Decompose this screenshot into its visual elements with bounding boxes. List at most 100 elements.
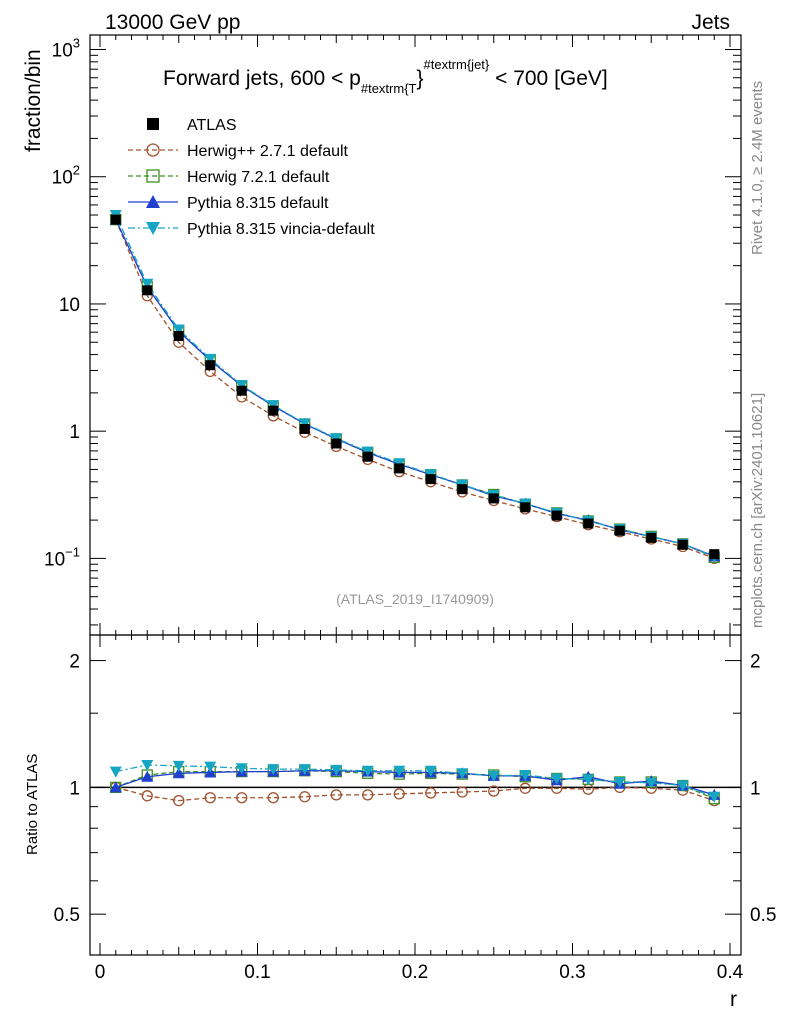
data-point — [267, 764, 280, 776]
data-point — [330, 764, 343, 776]
data-point — [425, 474, 436, 485]
data-point — [519, 782, 531, 794]
data-point — [362, 451, 373, 462]
data-point — [299, 424, 310, 435]
data-point — [582, 774, 595, 786]
data-point — [424, 765, 437, 777]
plot-title: Forward jets, 600 < p#textrm{T}#textrm{j… — [163, 57, 608, 96]
data-point — [456, 768, 469, 780]
data-point — [204, 353, 217, 365]
data-point — [110, 214, 121, 225]
data-point — [520, 502, 531, 513]
data-point — [487, 770, 500, 782]
data-point — [709, 549, 720, 560]
data-point — [205, 360, 216, 371]
data-point — [109, 781, 122, 793]
data-point — [147, 118, 159, 130]
data-point — [141, 790, 153, 802]
x-tick-label: 0 — [95, 962, 106, 983]
mcplots-label: mcplots.cern.ch [arXiv:2401.10621] — [749, 393, 766, 628]
y-tick-label: 1 — [69, 422, 80, 443]
data-point — [457, 484, 468, 495]
data-point — [173, 330, 184, 341]
data-point — [109, 766, 122, 778]
ratio-line — [115, 770, 715, 796]
title-sub: #textrm{T — [361, 81, 417, 96]
data-point — [645, 777, 658, 789]
data-point — [141, 278, 154, 290]
data-point — [141, 760, 154, 772]
data-point — [172, 767, 185, 779]
data-point — [173, 794, 185, 807]
analysis-label: (ATLAS_2019_I1740909) — [336, 591, 494, 607]
y-tick-label: 10−1 — [44, 544, 80, 570]
x-tick-label: 0.2 — [402, 962, 428, 983]
data-point — [488, 785, 500, 797]
title-sup: #textrm{jet — [424, 57, 486, 72]
data-point — [614, 525, 625, 536]
data-point — [361, 765, 374, 777]
data-point — [235, 380, 248, 392]
data-point — [299, 791, 311, 803]
data-point — [708, 791, 721, 803]
data-point — [393, 765, 406, 777]
title-brace-2: } — [485, 57, 490, 72]
ratio-tick-label-right: 0.5 — [750, 905, 776, 926]
data-point — [142, 285, 153, 296]
data-point — [550, 773, 563, 785]
data-point — [236, 792, 248, 804]
series-line — [115, 219, 715, 558]
series-line — [115, 219, 715, 557]
series-line — [115, 219, 715, 560]
ratio-tick-label-left: 2 — [69, 652, 80, 673]
legend-label: Pythia 8.315 vincia-default — [187, 221, 375, 238]
data-point — [204, 792, 216, 804]
data-point — [488, 493, 499, 504]
data-point — [235, 763, 248, 775]
data-point — [146, 169, 160, 183]
data-point — [519, 769, 532, 781]
data-point — [583, 518, 594, 529]
data-point — [394, 463, 405, 474]
ratio-tick-label-right: 1 — [750, 778, 761, 799]
x-axis-label: r — [730, 988, 737, 1011]
data-point — [676, 780, 689, 792]
data-point — [456, 786, 468, 798]
data-point — [172, 324, 185, 336]
legend-label: Pythia 8.315 default — [187, 195, 329, 212]
data-point — [298, 764, 311, 776]
energy-label: 13000 GeV pp — [105, 11, 240, 34]
data-point — [331, 438, 342, 449]
y-tick-label: 103 — [52, 35, 80, 61]
data-point — [204, 761, 217, 773]
y-tick-label: 102 — [52, 163, 80, 189]
legend-label: ATLAS — [187, 117, 237, 134]
data-point — [330, 789, 342, 801]
rivet-label: Rivet 4.1.0, ≥ 2.4M events — [749, 81, 766, 255]
y-axis-label: fraction/bin — [22, 49, 45, 152]
ratio-tick-label-left: 0.5 — [54, 905, 80, 926]
data-point — [146, 222, 160, 235]
ratio-panel-frame — [89, 634, 742, 956]
title-brace-1: } — [416, 67, 423, 90]
data-point — [268, 405, 279, 416]
x-tick-label: 0.4 — [717, 962, 744, 983]
series-line — [115, 214, 715, 558]
data-point — [298, 418, 311, 430]
legend-label: Herwig 7.2.1 default — [187, 169, 330, 186]
legend-label: Herwig++ 2.7.1 default — [187, 143, 349, 160]
data-point — [267, 792, 279, 804]
data-point — [551, 510, 562, 521]
data-point — [677, 539, 688, 550]
ratio-line — [115, 764, 715, 798]
data-point — [172, 760, 185, 772]
x-tick-label: 0.3 — [559, 962, 585, 983]
title-before: Forward jets, 600 < p — [163, 67, 361, 90]
ratio-tick-label-right: 2 — [750, 652, 761, 673]
data-point — [362, 789, 374, 801]
y-tick-label: 10 — [59, 295, 80, 316]
data-point — [146, 143, 160, 157]
ratio-y-axis-label: Ratio to ATLAS — [24, 754, 41, 855]
data-point — [613, 776, 626, 788]
